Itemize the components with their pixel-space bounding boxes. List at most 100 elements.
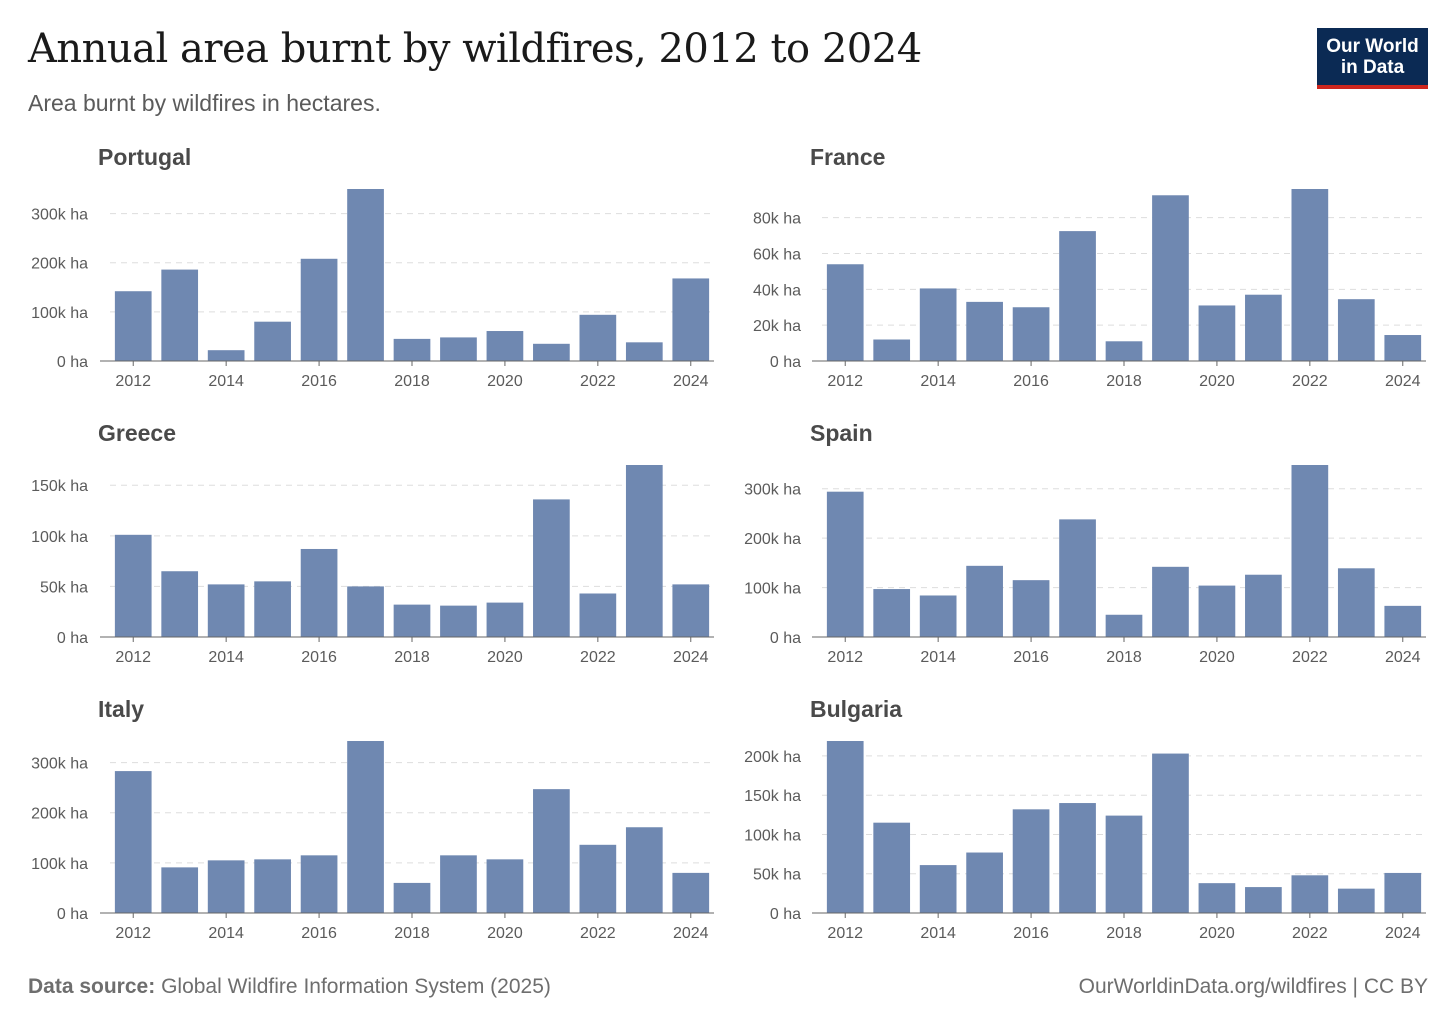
bar-2020[interactable] [1198, 585, 1236, 637]
bar-2018[interactable] [1105, 614, 1143, 637]
x-tick-label: 2012 [827, 925, 863, 942]
bar-2021[interactable] [533, 499, 570, 637]
bar-2023[interactable] [625, 827, 663, 913]
bar-2024[interactable] [672, 872, 710, 913]
x-tick-label: 2018 [394, 373, 430, 390]
bar-2014[interactable] [207, 860, 245, 913]
data-source-text[interactable]: Global Wildfire Information System (2025… [161, 975, 551, 998]
bar-2021[interactable] [1245, 574, 1282, 637]
bar-2022[interactable] [579, 593, 617, 637]
bar-2018[interactable] [1105, 341, 1143, 361]
bar-2014[interactable] [207, 350, 245, 361]
bar-2015[interactable] [254, 321, 291, 361]
bar-2022[interactable] [579, 844, 617, 913]
bar-2021[interactable] [1245, 887, 1282, 913]
bar-2015[interactable] [966, 852, 1003, 913]
bar-2014[interactable] [207, 584, 245, 637]
bar-2014[interactable] [919, 865, 957, 913]
bar-2016[interactable] [300, 548, 338, 637]
bar-2024[interactable] [1384, 872, 1422, 913]
bar-2014[interactable] [919, 595, 957, 637]
bar-2013[interactable] [873, 822, 911, 913]
bar-2023[interactable] [625, 342, 663, 361]
bar-2012[interactable] [826, 491, 864, 637]
x-tick-label: 2012 [827, 373, 863, 390]
bar-2023[interactable] [625, 465, 663, 637]
x-tick-label: 2018 [394, 649, 430, 666]
bar-2023[interactable] [1337, 568, 1375, 637]
bar-2013[interactable] [873, 589, 911, 637]
x-tick-label: 2022 [580, 649, 616, 666]
bar-2021[interactable] [533, 789, 570, 913]
bar-2019[interactable] [440, 337, 477, 361]
bar-2018[interactable] [1105, 815, 1143, 913]
bar-2015[interactable] [966, 301, 1003, 361]
x-tick-label: 2020 [1199, 649, 1235, 666]
owid-logo[interactable]: Our World in Data [1317, 28, 1428, 89]
bar-2020[interactable] [486, 331, 524, 361]
bar-2015[interactable] [254, 581, 291, 637]
bar-2016[interactable] [1012, 809, 1050, 913]
bar-2012[interactable] [826, 264, 864, 361]
bar-2020[interactable] [486, 602, 524, 637]
bar-2017[interactable] [347, 741, 384, 913]
bar-2015[interactable] [254, 859, 291, 913]
bar-2019[interactable] [440, 605, 477, 637]
bar-2024[interactable] [672, 584, 710, 637]
footer-link[interactable]: OurWorldinData.org/wildfires | CC BY [1078, 975, 1428, 998]
bar-2013[interactable] [161, 867, 199, 913]
bar-2012[interactable] [114, 291, 152, 361]
bar-2013[interactable] [873, 339, 911, 362]
bar-2017[interactable] [1059, 231, 1096, 361]
x-tick-label: 2016 [1013, 373, 1049, 390]
x-tick-label: 2014 [920, 649, 956, 666]
bar-2018[interactable] [393, 604, 431, 637]
y-tick-label: 50k ha [40, 579, 88, 596]
y-tick-label: 100k ha [744, 827, 801, 844]
bar-2017[interactable] [1059, 803, 1096, 913]
bar-2018[interactable] [393, 338, 431, 361]
bar-2022[interactable] [1291, 875, 1329, 913]
bar-2024[interactable] [1384, 605, 1422, 637]
x-tick-label: 2018 [1106, 649, 1142, 666]
bar-2022[interactable] [579, 314, 617, 361]
bar-2016[interactable] [1012, 580, 1050, 637]
bar-2016[interactable] [1012, 307, 1050, 361]
bar-2013[interactable] [161, 571, 199, 637]
bar-2020[interactable] [1198, 305, 1236, 361]
bar-2017[interactable] [1059, 519, 1096, 637]
bar-2012[interactable] [114, 534, 152, 637]
bar-2016[interactable] [300, 258, 338, 361]
bar-2013[interactable] [161, 269, 199, 361]
bar-2021[interactable] [1245, 294, 1282, 361]
bar-2014[interactable] [919, 288, 957, 361]
x-tick-label: 2016 [301, 649, 337, 666]
y-tick-label: 100k ha [31, 856, 88, 873]
x-tick-label: 2016 [301, 925, 337, 942]
data-source-label: Data source: [28, 975, 156, 998]
x-tick-label: 2022 [580, 373, 616, 390]
bar-2016[interactable] [300, 855, 338, 913]
bar-2017[interactable] [347, 189, 384, 361]
bar-2015[interactable] [966, 565, 1003, 637]
bar-2023[interactable] [1337, 299, 1375, 361]
bar-2024[interactable] [672, 278, 710, 361]
bar-2019[interactable] [440, 855, 477, 913]
bar-2020[interactable] [1198, 883, 1236, 913]
bar-2019[interactable] [1152, 195, 1189, 361]
bar-2019[interactable] [1152, 753, 1189, 913]
bar-2021[interactable] [533, 343, 570, 361]
bar-2017[interactable] [347, 586, 384, 637]
chart-panel-france: France 0 ha 20k ha 40k ha 60k ha 80k ha 2012 20… [753, 144, 1426, 390]
bar-2012[interactable] [114, 771, 152, 913]
bar-2023[interactable] [1337, 888, 1375, 913]
bar-2022[interactable] [1291, 465, 1329, 637]
bar-2018[interactable] [393, 882, 431, 913]
logo-line-2: in Data [1340, 56, 1405, 78]
bar-2022[interactable] [1291, 189, 1329, 361]
y-tick-label: 0 ha [770, 354, 801, 371]
bar-2024[interactable] [1384, 335, 1422, 361]
bar-2019[interactable] [1152, 566, 1189, 637]
bar-2012[interactable] [826, 741, 864, 913]
bar-2020[interactable] [486, 859, 524, 913]
